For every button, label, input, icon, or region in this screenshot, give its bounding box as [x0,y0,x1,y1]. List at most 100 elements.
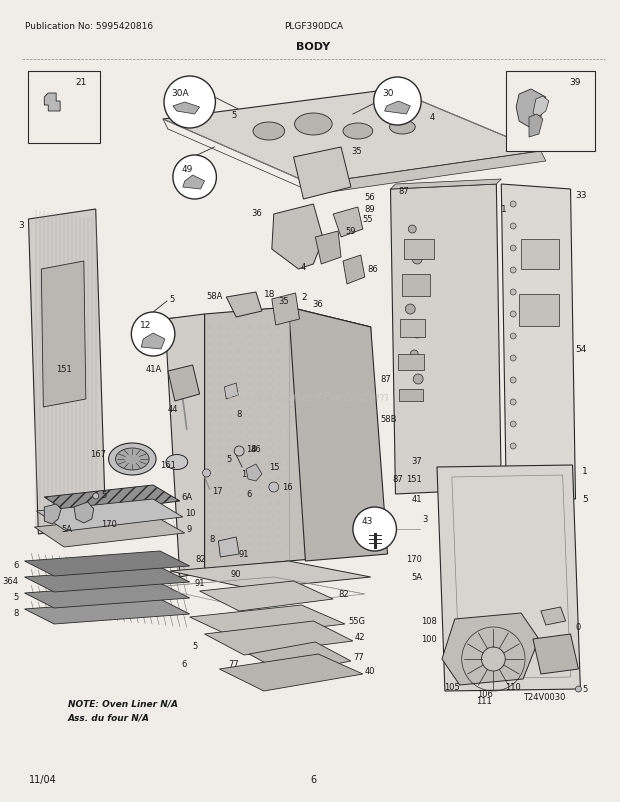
Text: 82: 82 [195,555,206,564]
Polygon shape [29,210,105,534]
Text: 5A: 5A [411,573,422,581]
Text: 15: 15 [269,463,280,472]
Text: 35: 35 [351,148,361,156]
Text: 11/04: 11/04 [29,774,56,784]
Text: 6: 6 [246,490,252,499]
Polygon shape [25,567,190,592]
Polygon shape [289,308,388,561]
Circle shape [164,77,215,129]
Text: T24V0030: T24V0030 [523,693,565,702]
Text: 18: 18 [264,290,275,299]
Text: 35: 35 [278,297,289,306]
Text: 106: 106 [477,690,494,699]
Text: 49: 49 [182,165,193,174]
Polygon shape [333,208,363,237]
Polygon shape [529,115,543,138]
Polygon shape [165,314,219,577]
Text: 161: 161 [160,461,176,470]
Text: 33: 33 [575,190,587,199]
Text: 54: 54 [575,345,587,354]
Text: 87: 87 [381,375,391,384]
Bar [29,72,100,144]
Text: 55: 55 [362,215,373,225]
Ellipse shape [294,114,332,136]
Text: 4: 4 [430,113,435,123]
Circle shape [510,355,516,362]
Polygon shape [141,334,165,350]
Text: 43: 43 [361,516,373,526]
Polygon shape [168,366,200,402]
Polygon shape [74,502,94,524]
Circle shape [510,202,516,208]
Text: 108: 108 [421,617,437,626]
Polygon shape [183,176,205,190]
Polygon shape [311,152,546,195]
Text: 1: 1 [502,205,507,214]
Text: 170: 170 [406,555,422,564]
Polygon shape [190,606,345,638]
Text: BODY: BODY [296,42,330,52]
Text: 6: 6 [182,660,187,669]
Circle shape [510,245,516,252]
Polygon shape [343,256,365,285]
Text: 5A: 5A [61,525,72,534]
Text: 1: 1 [582,467,588,476]
Text: 6: 6 [310,774,316,784]
Ellipse shape [166,455,188,470]
Polygon shape [293,148,351,200]
Text: 8: 8 [13,609,19,618]
Text: 6A: 6A [182,493,193,502]
Text: 8: 8 [209,535,215,544]
Bar [399,354,424,371]
Text: 151: 151 [56,365,72,374]
Text: 39: 39 [570,78,581,87]
Circle shape [409,225,416,233]
Text: 36: 36 [251,209,262,217]
Bar [507,72,595,152]
Circle shape [414,375,423,384]
Text: 111: 111 [476,697,492,706]
Text: 58B: 58B [381,415,397,424]
Text: 12: 12 [140,321,151,330]
Bar [519,294,559,326]
Text: 82: 82 [338,589,348,599]
Circle shape [510,224,516,229]
Polygon shape [533,634,578,674]
Text: 42: 42 [355,633,365,642]
Polygon shape [272,294,299,326]
Text: 89: 89 [365,205,376,214]
Text: 86: 86 [250,445,262,454]
Text: Publication No: 5995420816: Publication No: 5995420816 [25,22,153,31]
Text: 56: 56 [364,193,374,202]
Circle shape [410,286,418,294]
Polygon shape [533,97,549,118]
Ellipse shape [115,448,149,471]
Polygon shape [42,261,86,407]
Circle shape [173,156,216,200]
Text: 44: 44 [167,405,178,414]
Text: 3: 3 [19,221,25,229]
Polygon shape [384,102,410,115]
Text: 6: 6 [13,561,19,569]
Circle shape [353,508,396,551]
Circle shape [510,378,516,383]
Polygon shape [249,642,351,674]
Circle shape [510,334,516,339]
Circle shape [131,313,175,357]
Circle shape [269,482,279,492]
Circle shape [575,687,582,692]
Circle shape [510,312,516,318]
Circle shape [410,350,418,358]
Circle shape [510,422,516,427]
Polygon shape [246,464,262,481]
Text: 10: 10 [185,508,195,518]
Polygon shape [37,500,183,532]
Polygon shape [44,504,61,525]
Text: 77: 77 [353,653,364,662]
Bar [401,320,425,338]
Text: 0: 0 [575,622,581,632]
Circle shape [510,444,516,449]
Circle shape [405,305,415,314]
Polygon shape [205,308,371,569]
Text: 151: 151 [407,475,422,484]
